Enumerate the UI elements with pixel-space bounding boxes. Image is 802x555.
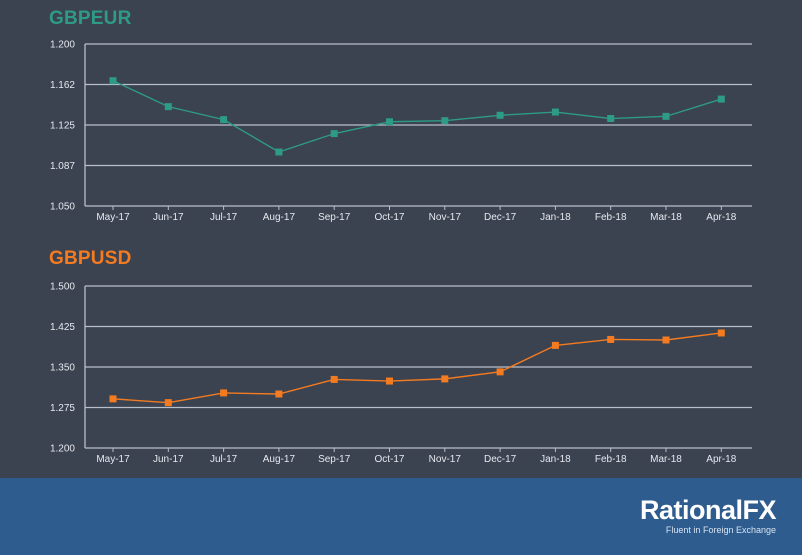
data-point: [551, 108, 559, 116]
data-point: [441, 117, 449, 125]
y-tick-label: 1.200: [50, 444, 75, 455]
x-tick-label: Jul-17: [210, 454, 238, 465]
y-tick-label: 1.500: [50, 282, 75, 293]
x-tick-label: Apr-18: [706, 454, 736, 465]
x-tick-label: Mar-18: [650, 212, 682, 223]
rationalfx-logo[interactable]: RationalFX Fluent in Foreign Exchange: [639, 495, 777, 535]
x-tick-label: Nov-17: [429, 454, 462, 465]
x-tick-label: Nov-17: [429, 212, 462, 223]
series-line: [112, 332, 722, 404]
chart-title-gbpeur: GBPEUR: [49, 8, 132, 29]
data-point: [386, 377, 393, 385]
data-point: [662, 336, 670, 344]
y-tick-label: 1.050: [50, 202, 75, 213]
gbpeur-chart: 1.200 1.162 1.125 1.087 1.050 May-17 Jun-17 Jul…: [50, 40, 752, 223]
x-tick-label: Mar-18: [650, 454, 682, 465]
x-tick-label: Sep-17: [318, 212, 351, 223]
data-point: [717, 329, 725, 337]
gbpusd-chart: 1.500 1.425 1.350 1.275 1.200 May-17 Jun-17 Jul…: [50, 282, 752, 465]
logo-tagline: Fluent in Foreign Exchange: [665, 525, 776, 535]
x-tick-label: Dec-17: [484, 454, 517, 465]
data-point: [496, 111, 504, 119]
x-tick-label: Jan-18: [540, 212, 571, 223]
y-tick-label: 1.087: [50, 161, 75, 172]
data-point: [496, 368, 504, 376]
x-tick-label: Jul-17: [210, 212, 238, 223]
data-point: [330, 130, 338, 138]
data-point: [109, 77, 117, 85]
x-tick-label: May-17: [96, 454, 130, 465]
x-tick-label: Oct-17: [374, 212, 404, 223]
x-tick-label: May-17: [96, 212, 130, 223]
y-tick-label: 1.350: [50, 363, 75, 374]
x-tick-label: Aug-17: [263, 454, 296, 465]
data-point: [220, 116, 228, 124]
data-point: [109, 395, 117, 403]
data-point: [164, 399, 172, 407]
y-tick-label: 1.275: [50, 403, 75, 414]
y-tick-label: 1.425: [50, 322, 75, 333]
x-tick-label: Feb-18: [595, 454, 627, 465]
logo-wordmark: RationalFX: [639, 495, 777, 525]
footer-bar: RationalFX Fluent in Foreign Exchange: [0, 478, 802, 555]
x-tick-label: Apr-18: [706, 212, 736, 223]
data-point: [441, 375, 449, 383]
y-tick-label: 1.200: [50, 40, 75, 51]
data-point: [164, 103, 172, 111]
x-tick-label: Aug-17: [263, 212, 296, 223]
y-tick-label: 1.125: [50, 121, 75, 132]
data-point: [717, 95, 725, 103]
chart-title-gbpusd: GBPUSD: [49, 248, 132, 269]
x-tick-label: Feb-18: [595, 212, 627, 223]
series-line: [112, 80, 722, 153]
data-point: [275, 390, 283, 398]
chart-area: [0, 0, 802, 478]
x-tick-label: Jan-18: [540, 454, 571, 465]
x-tick-label: Jun-17: [153, 212, 184, 223]
x-tick-label: Oct-17: [374, 454, 404, 465]
data-point: [386, 118, 393, 126]
y-tick-label: 1.162: [50, 80, 75, 91]
data-point: [662, 112, 670, 120]
x-tick-label: Dec-17: [484, 212, 517, 223]
x-tick-label: Sep-17: [318, 454, 351, 465]
data-point: [220, 389, 228, 397]
data-point: [330, 375, 338, 383]
data-point: [551, 341, 559, 349]
data-point: [607, 115, 615, 123]
data-point: [607, 335, 615, 343]
data-point: [275, 148, 283, 156]
x-tick-label: Jun-17: [153, 454, 184, 465]
